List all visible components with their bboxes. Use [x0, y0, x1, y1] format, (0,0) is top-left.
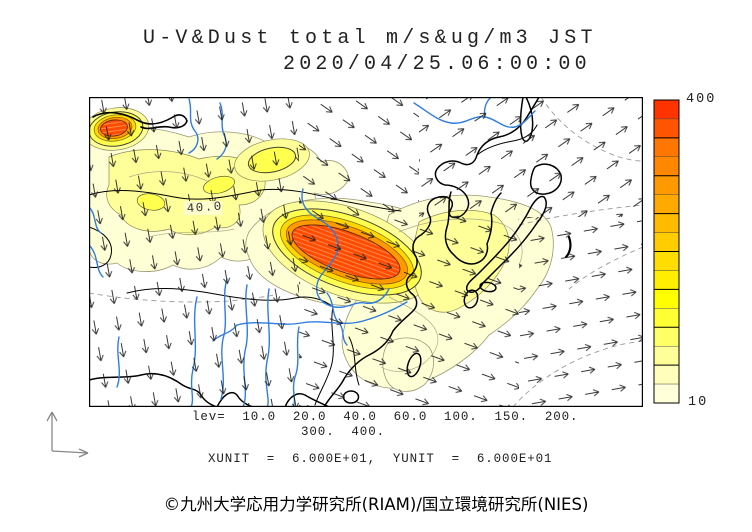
plot-title: U-V&Dust total m/s&ug/m3 JST — [143, 27, 597, 50]
plot-datetime: 2020/04/25.06:00:00 — [283, 53, 591, 76]
colorbar — [650, 95, 692, 415]
colorbar-min-label: 10 — [688, 395, 709, 410]
colorbar-frame — [653, 99, 680, 404]
x-axis-arrow-icon — [78, 448, 89, 458]
map-plot-area: 40.0 — [82, 96, 644, 408]
legend-levels-line1: lev= 10.0 20.0 40.0 60.0 100. 150. 200. — [192, 410, 579, 424]
axes-indicator — [20, 398, 100, 462]
copyright-text: ©九州大学応用力学研究所(RIAM)/国立環境研究所(NIES) — [163, 495, 589, 514]
y-axis-arrow-icon — [46, 411, 58, 422]
map-frame — [89, 97, 643, 407]
colorbar-svg — [653, 99, 680, 404]
wind-vector-field — [89, 97, 643, 407]
legend-units: XUNIT = 6.000E+01, YUNIT = 6.000E+01 — [208, 452, 553, 466]
colorbar-max-label: 400 — [686, 92, 717, 107]
legend-levels-line2: 300. 400. — [301, 425, 386, 439]
axes-indicator-svg — [46, 411, 89, 458]
contour-label-group: 40.0 — [184, 200, 223, 216]
contour-label: 40.0 — [186, 200, 223, 216]
map-svg: 40.0 — [82, 96, 644, 408]
